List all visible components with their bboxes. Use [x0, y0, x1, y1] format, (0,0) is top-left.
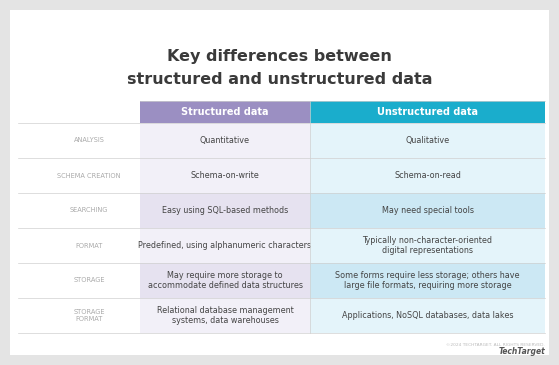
- Text: SEARCHING: SEARCHING: [70, 207, 108, 214]
- Bar: [310, 193, 545, 228]
- Text: Structured data: Structured data: [181, 107, 269, 117]
- Text: Easy using SQL-based methods: Easy using SQL-based methods: [162, 206, 288, 215]
- Text: TechTarget: TechTarget: [498, 347, 545, 357]
- Text: Relational database management
systems, data warehouses: Relational database management systems, …: [157, 306, 293, 325]
- Text: Unstructured data: Unstructured data: [377, 107, 478, 117]
- Bar: [140, 263, 310, 298]
- Text: Applications, NoSQL databases, data lakes: Applications, NoSQL databases, data lake…: [342, 311, 513, 320]
- Bar: [140, 158, 310, 193]
- Text: Schema-on-write: Schema-on-write: [191, 171, 259, 180]
- Text: Qualitative: Qualitative: [405, 136, 449, 145]
- Bar: [140, 101, 310, 123]
- Bar: [140, 228, 310, 263]
- Bar: [310, 298, 545, 333]
- Text: Schema-on-read: Schema-on-read: [394, 171, 461, 180]
- Bar: [140, 193, 310, 228]
- Text: Predefined, using alphanumeric characters: Predefined, using alphanumeric character…: [139, 241, 311, 250]
- Text: FORMAT: FORMAT: [75, 242, 103, 249]
- Text: STORAGE
FORMAT: STORAGE FORMAT: [73, 309, 105, 322]
- Text: ANALYSIS: ANALYSIS: [74, 138, 105, 143]
- Text: May require more storage to
accommodate defined data structures: May require more storage to accommodate …: [148, 271, 302, 290]
- Bar: [310, 101, 545, 123]
- Text: Key differences between: Key differences between: [167, 50, 392, 65]
- Text: Some forms require less storage; others have
large file formats, requiring more : Some forms require less storage; others …: [335, 271, 520, 290]
- Bar: [310, 228, 545, 263]
- Text: ©2024 TECHTARGET. ALL RIGHTS RESERVED.: ©2024 TECHTARGET. ALL RIGHTS RESERVED.: [446, 343, 545, 347]
- Text: Typically non-character-oriented
digital representations: Typically non-character-oriented digital…: [362, 236, 492, 255]
- Bar: [310, 158, 545, 193]
- Text: STORAGE: STORAGE: [73, 277, 105, 284]
- Bar: [310, 263, 545, 298]
- Bar: [140, 123, 310, 158]
- Bar: [310, 123, 545, 158]
- Text: structured and unstructured data: structured and unstructured data: [127, 73, 432, 88]
- Text: Quantitative: Quantitative: [200, 136, 250, 145]
- Bar: [140, 298, 310, 333]
- Text: SCHEMA CREATION: SCHEMA CREATION: [57, 173, 121, 178]
- Text: May need special tools: May need special tools: [381, 206, 473, 215]
